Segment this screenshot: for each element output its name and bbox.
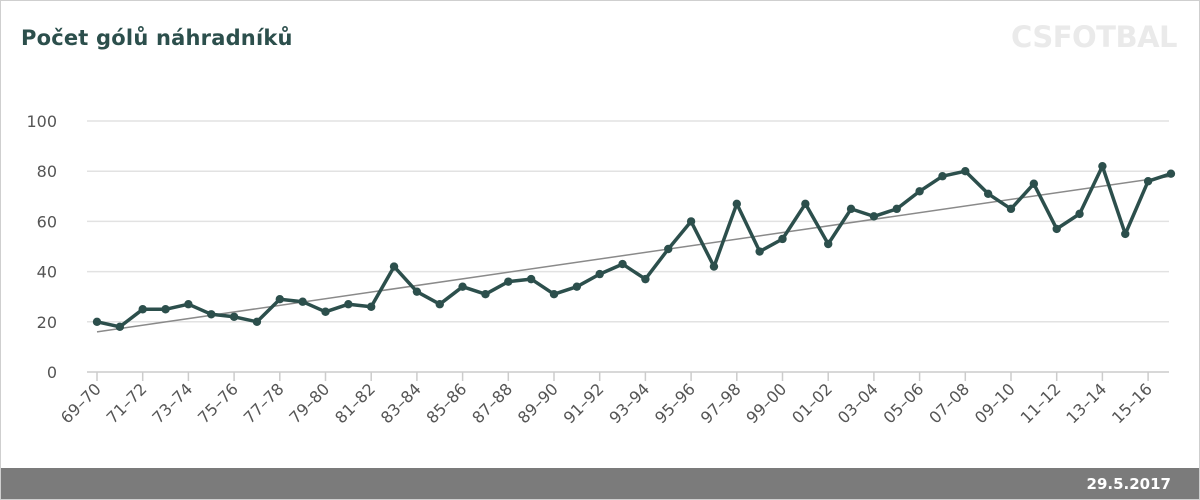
x-tick-label: 11–12 [1017, 379, 1065, 427]
data-point [595, 269, 604, 279]
data-point [1098, 161, 1107, 171]
x-tick-label: 03–04 [834, 379, 882, 427]
data-point [504, 277, 513, 286]
series-group [92, 161, 1176, 332]
grid-lines [87, 120, 1169, 323]
y-tick-label: 0 [47, 363, 57, 382]
series-line [95, 164, 1173, 329]
data-point [961, 167, 970, 176]
y-tick-label: 60 [37, 212, 57, 231]
data-point [321, 307, 330, 316]
data-point [458, 282, 467, 291]
x-tick-label: 69–70 [57, 379, 105, 427]
trend-line-group [96, 175, 1172, 333]
x-tick-label: 97–98 [697, 379, 745, 427]
data-point [1143, 177, 1153, 186]
x-tick-label: 71–72 [103, 379, 151, 427]
x-tick-label: 13–14 [1062, 379, 1110, 427]
data-point [161, 305, 170, 314]
footer-date: 29.5.2017 [1086, 475, 1171, 493]
data-point [549, 289, 559, 299]
x-tick-label: 91–92 [560, 379, 608, 427]
data-point [664, 244, 673, 254]
y-tick-label: 20 [37, 313, 57, 332]
trend-line [96, 175, 1172, 333]
x-tick-label: 95–96 [651, 379, 699, 427]
y-tick-label: 80 [37, 162, 57, 181]
data-point [367, 302, 376, 311]
data-point [1075, 209, 1084, 219]
data-point [229, 312, 239, 321]
x-tick-label: 87–88 [468, 379, 516, 427]
data-point [572, 282, 582, 291]
data-point [1029, 179, 1039, 188]
line-chart: 0 20 40 60 80 100 69–7071–7273–7475–7677–7879… [26, 112, 1176, 427]
x-tick-label: 73–74 [148, 379, 196, 427]
x-tick-label: 77–78 [240, 379, 288, 427]
data-point [1166, 169, 1176, 178]
x-tick-label: 99–00 [742, 379, 790, 427]
x-tick-label: 83–84 [377, 379, 425, 427]
data-point [115, 322, 125, 332]
data-point [1052, 224, 1061, 234]
y-axis-ticks: 0 20 40 60 80 100 [26, 112, 57, 382]
data-point [915, 187, 924, 196]
data-point [892, 204, 901, 214]
data-point [184, 300, 193, 309]
data-point [983, 189, 993, 198]
x-tick-label: 79–80 [285, 379, 333, 427]
x-tick-label: 93–94 [605, 379, 653, 427]
data-point [755, 247, 764, 256]
data-point [846, 204, 856, 214]
x-tick-label: 81–82 [331, 379, 379, 427]
data-point [778, 234, 787, 244]
x-tick-label: 07–08 [925, 379, 973, 427]
brand-logo: CSFOTBAL [1011, 20, 1177, 54]
data-point [709, 262, 719, 271]
data-point [1006, 204, 1016, 214]
data-point [481, 289, 490, 299]
data-point [435, 300, 444, 309]
data-point [412, 287, 422, 296]
y-tick-label: 100 [26, 112, 57, 131]
x-tick-label: 15–16 [1108, 379, 1156, 427]
data-point [252, 317, 262, 326]
x-axis: 69–7071–7273–7475–7677–7879–8081–8283–84… [57, 371, 1169, 427]
data-point [824, 239, 833, 249]
data-point [389, 262, 399, 271]
x-tick-label: 85–86 [423, 379, 471, 427]
data-point [1121, 229, 1130, 239]
chart-title: Počet gólů náhradníků [21, 26, 293, 50]
data-point [526, 274, 536, 284]
data-point [869, 212, 879, 221]
data-point [92, 317, 102, 326]
y-tick-label: 40 [37, 263, 57, 282]
data-point [298, 297, 307, 306]
data-point [641, 274, 650, 284]
data-point [732, 199, 741, 209]
data-point [938, 172, 947, 181]
data-point [801, 199, 810, 209]
data-point [686, 217, 696, 226]
data-point [344, 300, 353, 309]
footer-bar: 29.5.2017 [1, 468, 1199, 499]
data-point [138, 305, 147, 314]
x-tick-label: 01–02 [788, 379, 836, 427]
x-tick-label: 75–76 [194, 379, 242, 427]
x-tick-label: 89–90 [514, 379, 562, 427]
x-tick-label: 09–10 [971, 379, 1019, 427]
data-point [207, 310, 216, 319]
data-point [618, 259, 627, 269]
data-point [275, 295, 284, 304]
x-tick-label: 05–06 [880, 379, 928, 427]
